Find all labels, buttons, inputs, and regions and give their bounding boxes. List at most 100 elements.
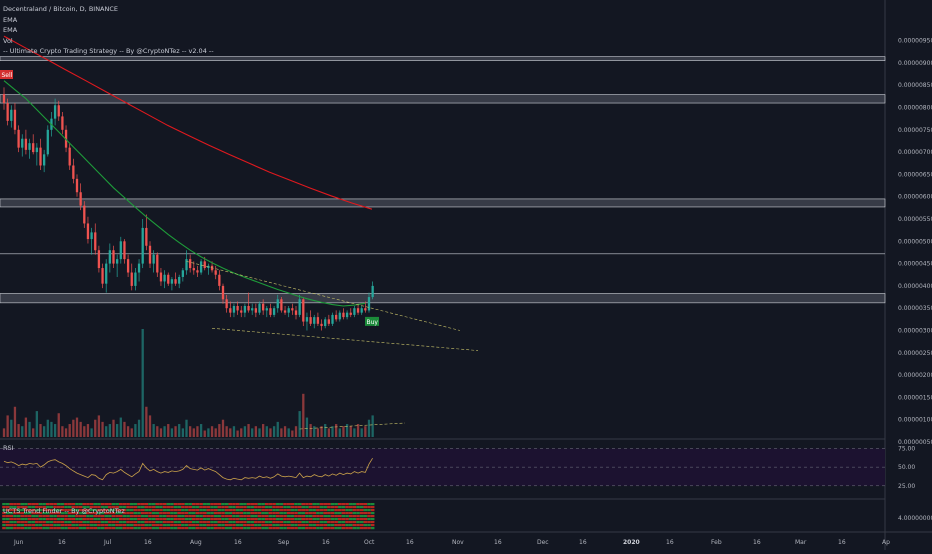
trend-cell <box>356 527 360 530</box>
trend-cell <box>16 515 21 518</box>
trend-cell <box>301 527 306 530</box>
trend-cell <box>170 518 174 521</box>
trend-pane-label[interactable]: UCTS Trend Finder -- By @CryptoNTez <box>3 507 125 515</box>
trend-cell <box>137 509 141 512</box>
time-tick-label: 16 <box>144 539 152 546</box>
trend-cell <box>49 512 54 515</box>
trend-cell <box>111 518 116 521</box>
trend-cell <box>111 527 116 530</box>
trend-cell <box>140 524 145 527</box>
trend-cell <box>275 506 280 509</box>
trend-cell <box>327 509 331 512</box>
trend-cell <box>5 521 10 524</box>
trend-cell <box>327 518 331 521</box>
volume-bar <box>291 430 294 437</box>
candle-body <box>356 308 360 313</box>
trend-cell <box>159 503 163 506</box>
indicator-ema-1[interactable]: EMA <box>3 15 18 24</box>
trend-cell <box>308 512 313 515</box>
trend-cell <box>42 503 46 506</box>
trend-cell <box>210 506 214 509</box>
trend-cell <box>56 506 61 509</box>
trend-cell <box>308 524 313 527</box>
trend-cell <box>217 515 222 518</box>
trend-cell <box>137 521 141 524</box>
trend-cell <box>301 509 306 512</box>
trend-cell <box>89 518 94 521</box>
trend-cell <box>279 518 284 521</box>
symbol-title[interactable]: Decentraland / Bitcoin, D, BINANCE <box>3 5 119 13</box>
volume-bar <box>2 428 6 437</box>
candle-body <box>320 323 323 327</box>
trend-cell <box>250 506 254 509</box>
trend-cell <box>31 512 35 515</box>
volume-bar <box>210 426 214 437</box>
indicator-ucts[interactable]: -- Ultimate Crypto Trading Strategy -- B… <box>3 47 214 55</box>
candle-body <box>243 305 247 313</box>
candle-body <box>123 241 126 260</box>
candle-body <box>43 154 46 166</box>
trend-cell <box>13 515 17 518</box>
trend-cell <box>312 521 317 524</box>
trend-cell <box>100 509 105 512</box>
volume-bar <box>123 421 126 437</box>
support-resistance-zone <box>0 94 886 104</box>
trend-cell <box>221 524 225 527</box>
trend-cell <box>327 512 331 515</box>
trend-cell <box>345 521 349 524</box>
trend-cell <box>202 518 207 521</box>
trend-cell <box>16 521 21 524</box>
volume-bar <box>46 419 49 437</box>
trend-cell <box>192 521 196 524</box>
trend-cell <box>151 518 156 521</box>
trend-cell <box>254 506 258 509</box>
trend-cell <box>199 527 203 530</box>
trend-cell <box>13 503 17 506</box>
trend-cell <box>235 506 240 509</box>
indicator-ema-2[interactable]: EMA <box>3 26 18 34</box>
trend-cell <box>319 515 324 518</box>
candle-body <box>156 254 159 273</box>
candle-body <box>57 105 60 117</box>
trend-cell <box>272 515 276 518</box>
rsi-pane-label[interactable]: RSI <box>3 444 14 452</box>
trend-cell <box>305 506 309 509</box>
trend-cell <box>104 512 108 515</box>
time-tick-label: Dec <box>537 539 549 546</box>
trend-cell <box>192 509 196 512</box>
trend-cell <box>232 524 236 527</box>
trend-cell <box>20 518 25 521</box>
trend-cell <box>53 521 57 524</box>
trend-cell <box>20 512 25 515</box>
volume-bar <box>207 428 210 437</box>
trend-cell <box>181 524 185 527</box>
volume-bar <box>35 411 38 437</box>
trend-cell <box>367 509 371 512</box>
trend-cell <box>290 509 295 512</box>
candle-body <box>302 299 305 322</box>
volume-bar <box>137 419 141 437</box>
trend-cell <box>27 515 32 518</box>
trend-cell <box>140 518 145 521</box>
trend-cell <box>148 518 152 521</box>
trend-cell <box>151 503 156 506</box>
volume-bar <box>43 426 46 437</box>
trend-cell <box>312 515 317 518</box>
candle-body <box>126 259 130 273</box>
trend-cell <box>24 518 28 521</box>
trend-cell <box>254 518 258 521</box>
indicator-vol[interactable]: Vol <box>3 36 13 45</box>
trend-cell <box>27 512 32 515</box>
trend-cell <box>345 503 349 506</box>
volume-bar <box>240 428 243 437</box>
trend-cell <box>104 515 108 518</box>
trend-cell <box>24 509 28 512</box>
trend-cell <box>166 506 171 509</box>
trend-cell <box>78 521 83 524</box>
trend-cell <box>9 527 14 530</box>
trend-cell <box>246 518 251 521</box>
rsi-level-label: 75.00 <box>898 445 915 452</box>
trend-cell <box>64 512 68 515</box>
trend-cell <box>173 515 178 518</box>
trend-cell <box>235 512 240 515</box>
